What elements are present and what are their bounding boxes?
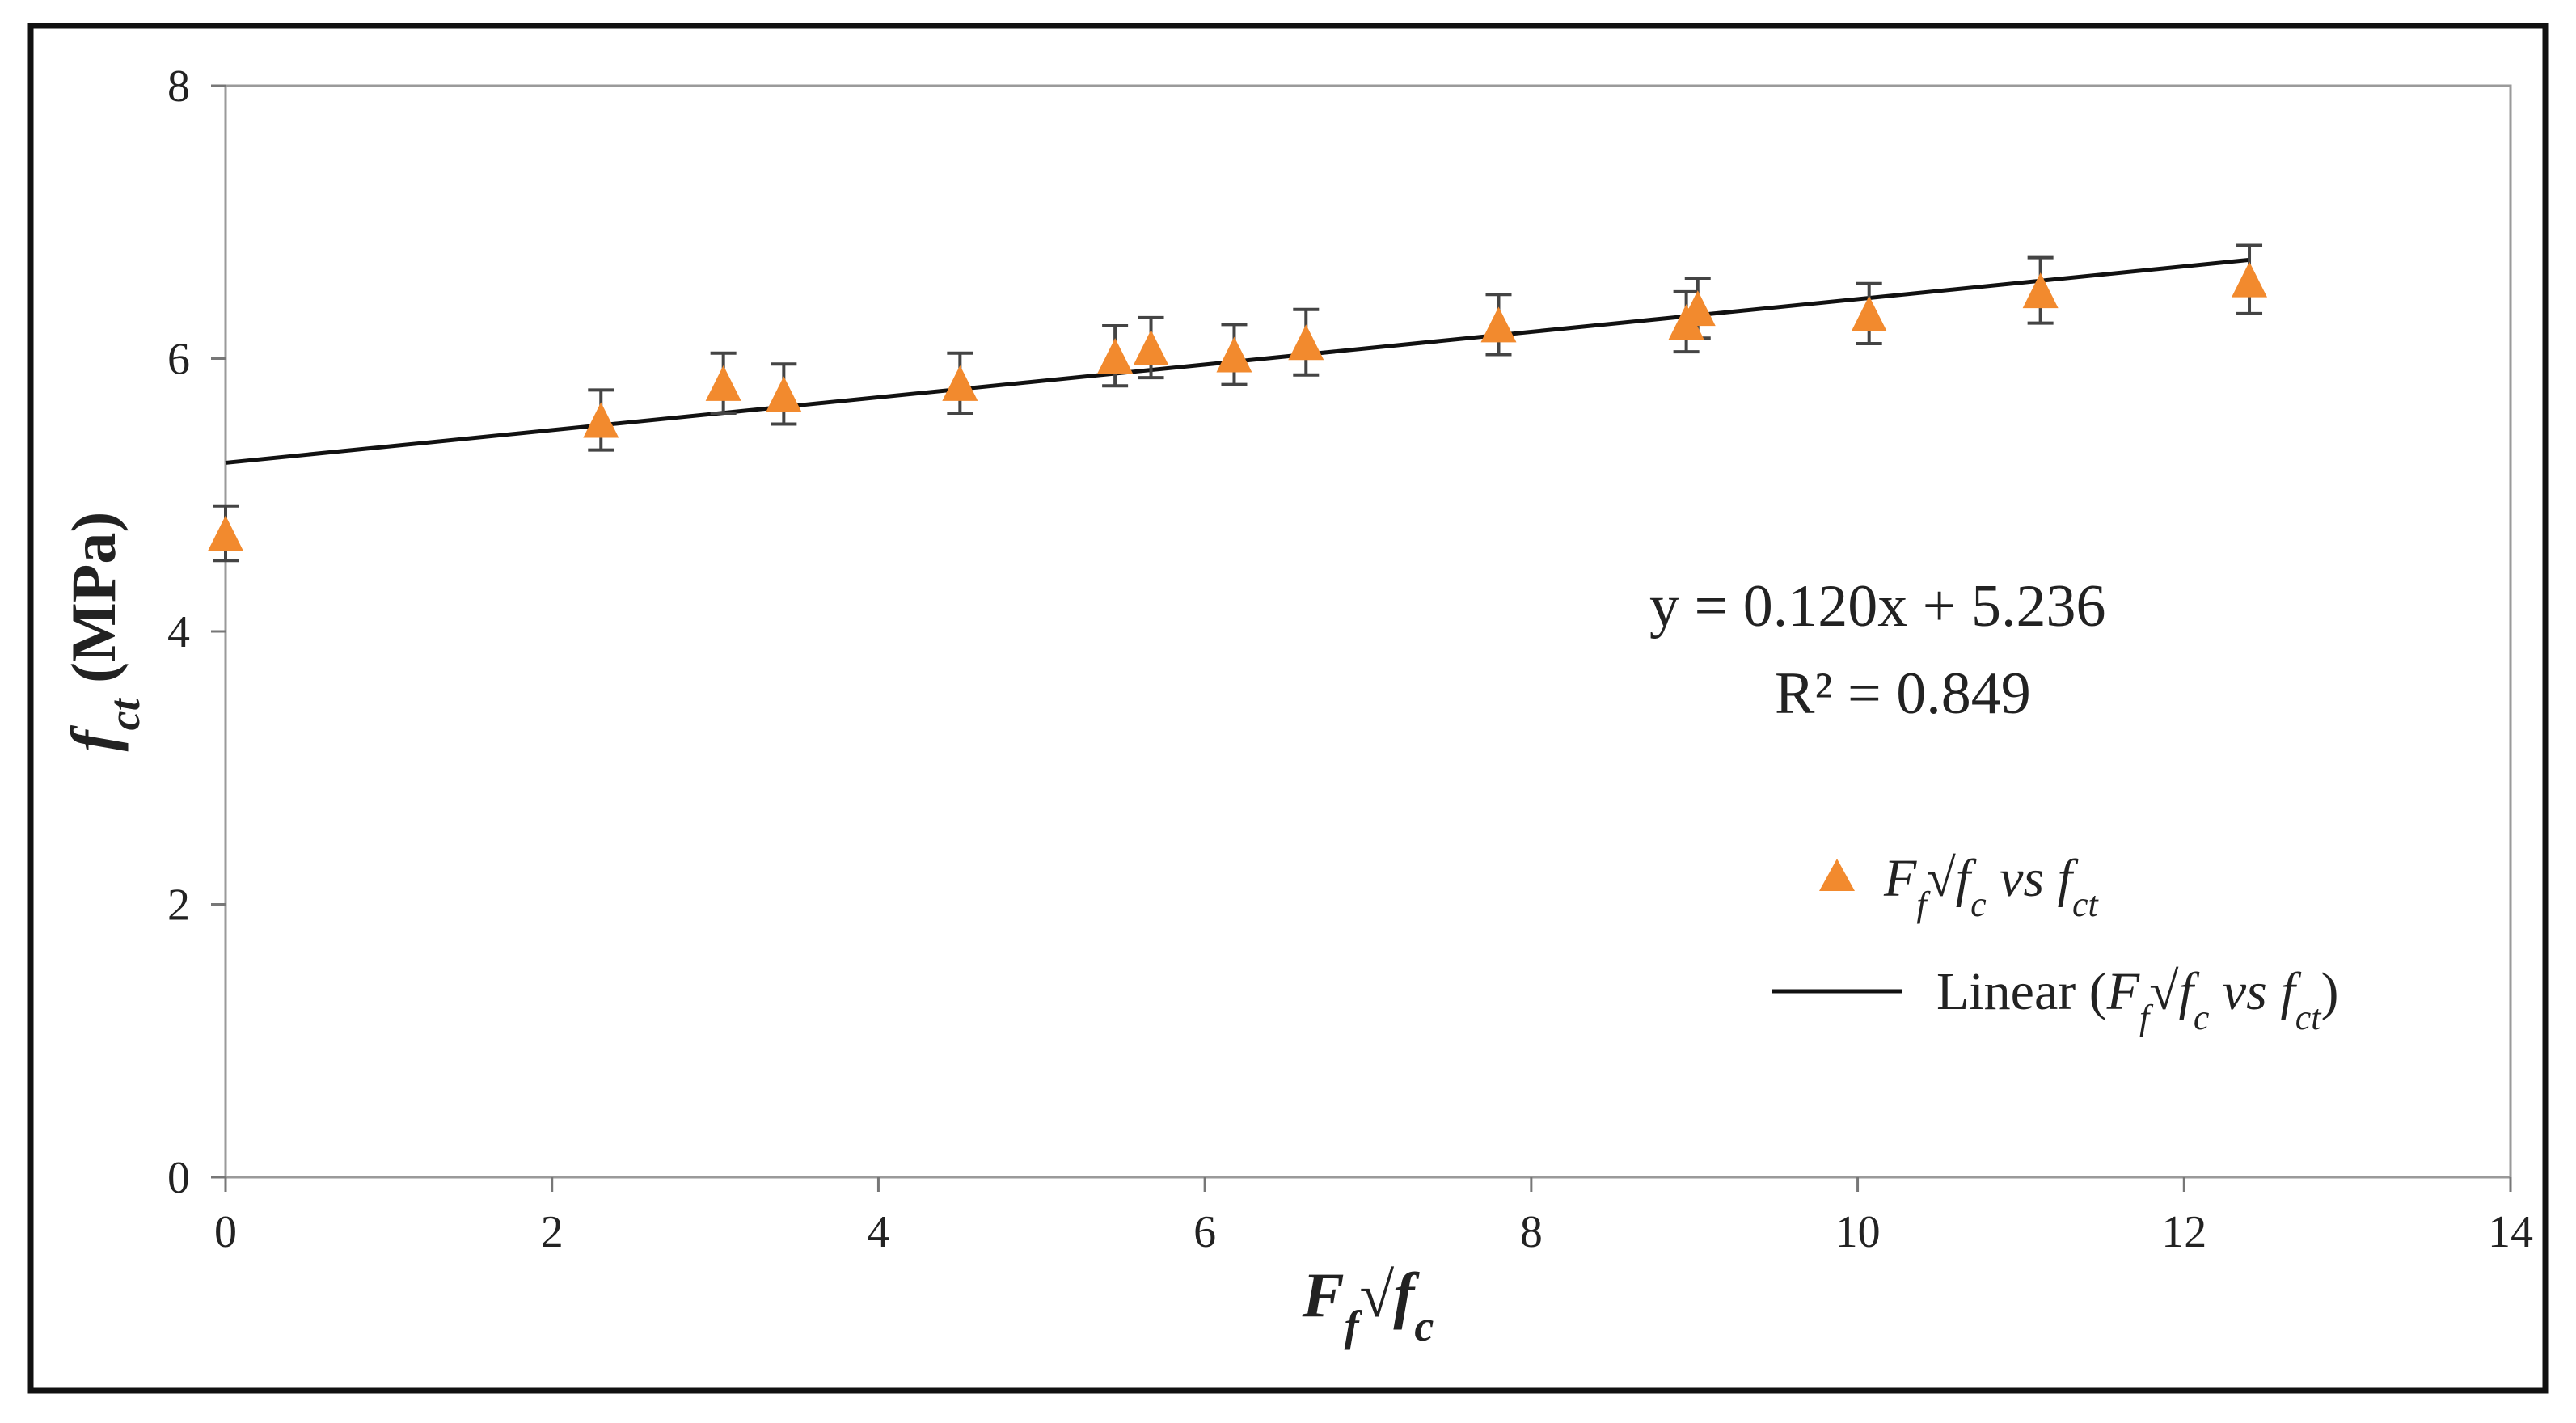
data-point-triangle — [1679, 290, 1716, 327]
data-point-triangle — [705, 365, 741, 401]
legend-marker-label: Ff√fc vs fct — [1883, 849, 2100, 924]
data-point-triangle — [1851, 295, 1887, 331]
x-tick-label: 10 — [1835, 1207, 1881, 1257]
data-point-triangle — [1288, 324, 1324, 361]
error-bars — [213, 243, 2263, 563]
data-markers — [208, 261, 2268, 551]
data-point-triangle — [766, 376, 802, 412]
x-tick-label: 6 — [1193, 1207, 1216, 1257]
y-tick-label: 2 — [167, 880, 190, 931]
legend-triangle-marker — [1819, 859, 1855, 891]
figure-frame — [27, 23, 2549, 1394]
data-point-triangle — [1097, 338, 1134, 374]
y-tick-label: 4 — [167, 607, 190, 657]
x-tick-label: 2 — [541, 1207, 564, 1257]
data-point-triangle — [942, 365, 978, 401]
data-point-triangle — [2022, 272, 2059, 309]
y-tick-label: 0 — [167, 1153, 190, 1203]
data-point-triangle — [1133, 330, 1169, 365]
data-point-triangle — [208, 515, 243, 551]
trend-equation: y = 0.120x + 5.236 — [1649, 573, 2105, 640]
x-axis-title: Ff√fc — [1302, 1260, 1434, 1350]
legend-line-label: Linear (Ff√fc vs fct) — [1936, 962, 2338, 1037]
data-point-triangle — [583, 402, 619, 438]
x-tick-label: 4 — [867, 1207, 889, 1257]
x-tick-label: 0 — [214, 1207, 237, 1257]
y-tick-label: 8 — [167, 61, 190, 112]
y-axis-title: fct (MPa) — [58, 512, 149, 752]
x-tick-label: 14 — [2488, 1207, 2533, 1257]
axes: 0 2 4 6 8 10 12 14 0 2 4 6 8 — [167, 61, 2533, 1257]
data-point-triangle — [1480, 306, 1517, 343]
legend: Ff√fc vs fct Linear (Ff√fc vs fct) — [1772, 849, 2338, 1037]
x-tick-label: 8 — [1520, 1207, 1543, 1257]
x-tick-label: 12 — [2161, 1207, 2206, 1257]
data-point-triangle — [2232, 261, 2268, 298]
r-squared-label: R² = 0.849 — [1775, 661, 2031, 727]
data-point-triangle — [1216, 336, 1252, 373]
y-tick-label: 6 — [167, 335, 190, 385]
